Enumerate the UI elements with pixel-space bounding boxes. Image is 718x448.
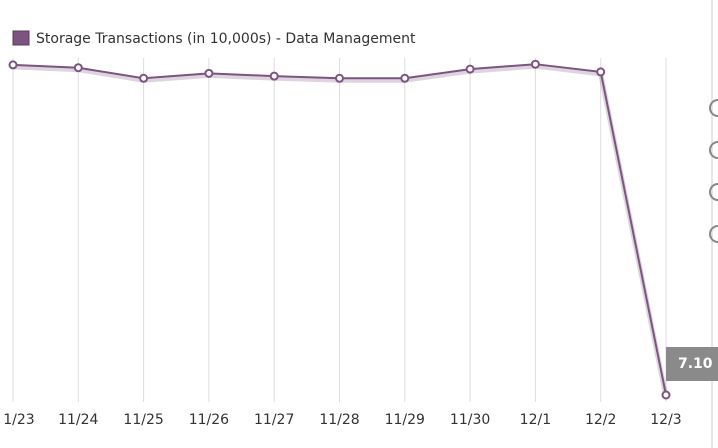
data-label-box [666,347,718,382]
point [269,71,279,81]
point [400,73,410,83]
x-tick-label: 11/27 [254,412,294,428]
point [139,73,149,83]
point [204,68,214,78]
x-tick-label: 12/3 [650,412,681,428]
legend: Storage Transactions (in 10,000s) - Data… [12,30,416,47]
x-tick-label: 11/25 [123,412,163,428]
x-tick-label: 11/30 [450,412,490,428]
side-icon [709,141,718,159]
side-icon [709,99,718,117]
legend-label: Storage Transactions (in 10,000s) - Data… [36,31,416,47]
side-icon [709,225,718,243]
point [661,390,671,400]
point [465,64,475,74]
point [8,60,18,70]
point [530,59,540,69]
data-label: 7.10 [678,356,713,372]
x-tick-label: 11/28 [319,412,359,428]
grid [12,58,667,402]
side-icon [709,183,718,201]
x-tick-label: 12/2 [585,412,616,428]
x-tick-label: 11/29 [385,412,425,428]
x-tick-label: 11/24 [58,412,98,428]
x-tick-label: 11/26 [189,412,229,428]
point [335,73,344,83]
point [596,67,606,77]
point [73,63,83,73]
x-tick-label: 1/23 [3,412,34,428]
legend-swatch [12,30,30,46]
x-tick-label: 12/1 [520,412,551,428]
